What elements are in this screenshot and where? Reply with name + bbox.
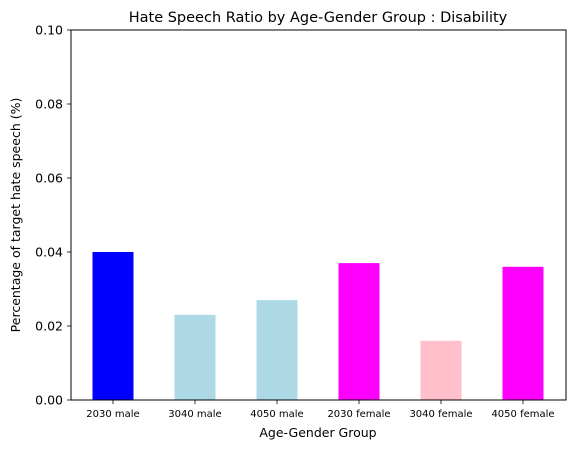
y-axis-label: Percentage of target hate speech (%) (8, 98, 23, 333)
bar-2030-male (92, 252, 134, 400)
bar-3040-female (420, 340, 462, 400)
y-tick-label: 0.02 (35, 319, 63, 334)
chart-title: Hate Speech Ratio by Age-Gender Group : … (129, 10, 508, 26)
axis-ticks: 2030 male 3040 male 4050 male 2030 female 30… (35, 23, 554, 421)
y-tick-label: 0.08 (35, 97, 63, 112)
x-axis-label: Age-Gender Group (259, 425, 376, 440)
y-tick-label: 0.00 (35, 393, 63, 408)
x-tick-label: 4050 male (250, 409, 303, 420)
x-tick-label: 2030 female (327, 409, 390, 420)
y-tick-label: 0.10 (35, 23, 63, 38)
bar-4050-female (502, 266, 544, 400)
bar-4050-male (256, 300, 298, 400)
x-tick-label: 4050 female (491, 409, 554, 420)
y-tick-label: 0.06 (35, 171, 63, 186)
x-tick-label: 3040 male (168, 409, 221, 420)
bars (92, 252, 544, 400)
plot-frame (70, 29, 567, 401)
y-tick-label: 0.04 (35, 245, 63, 260)
x-tick-label: 3040 female (409, 409, 472, 420)
bar-2030-female (338, 263, 380, 400)
bar-3040-male (174, 314, 216, 400)
x-tick-label: 2030 male (86, 409, 139, 420)
